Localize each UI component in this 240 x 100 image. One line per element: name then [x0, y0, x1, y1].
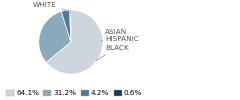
Wedge shape: [70, 10, 71, 42]
Legend: 64.1%, 31.2%, 4.2%, 0.6%: 64.1%, 31.2%, 4.2%, 0.6%: [6, 90, 142, 96]
Wedge shape: [61, 10, 71, 42]
Text: BLACK: BLACK: [96, 45, 129, 60]
Text: WHITE: WHITE: [32, 2, 66, 10]
Wedge shape: [39, 11, 71, 62]
Wedge shape: [46, 10, 103, 74]
Text: ASIAN: ASIAN: [102, 29, 128, 37]
Text: HISPANIC: HISPANIC: [101, 36, 139, 42]
